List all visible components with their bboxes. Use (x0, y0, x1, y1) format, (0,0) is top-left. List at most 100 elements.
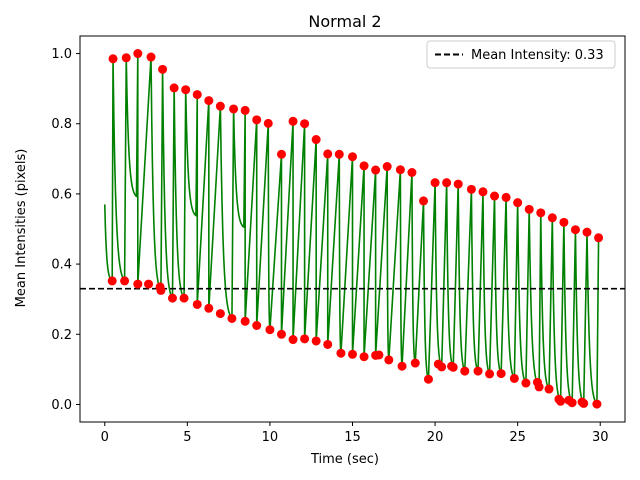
y-tick-label: 1.0 (51, 47, 72, 62)
x-tick-label: 0 (101, 430, 109, 445)
trough-point (374, 350, 384, 360)
trough-point (521, 378, 531, 388)
peak-point (169, 83, 179, 93)
trough-point (592, 399, 602, 409)
peak-point (121, 53, 131, 63)
peak-point (559, 217, 569, 227)
x-tick-label: 5 (183, 430, 191, 445)
chart-title: Normal 2 (308, 12, 381, 31)
legend-label: Mean Intensity: 0.33 (471, 48, 604, 63)
trough-point (410, 358, 420, 368)
trough-point (107, 276, 117, 286)
trough-point (397, 361, 407, 371)
legend: Mean Intensity: 0.33 (426, 40, 616, 69)
x-tick-label: 25 (509, 430, 526, 445)
peak-point (570, 225, 580, 235)
axes: 0 5 10 15 20 25 30 0.0 0.2 0.4 0.6 0.8 1.0 (51, 35, 626, 445)
peak-point (158, 64, 168, 74)
peak-point (547, 213, 557, 223)
trough-point (252, 321, 262, 330)
peak-point (192, 90, 202, 100)
trough-point (384, 355, 394, 365)
trough-point (120, 276, 130, 286)
peak-point (582, 227, 592, 237)
trough-point (485, 369, 495, 379)
x-tick-label: 10 (262, 430, 279, 445)
y-tick-label: 0.2 (51, 328, 72, 343)
peak-point (453, 179, 463, 189)
peak-point (395, 165, 405, 175)
plot-area (80, 49, 625, 409)
x-tick-label: 30 (592, 430, 609, 445)
trough-point (276, 329, 286, 339)
peak-point (407, 168, 417, 178)
peak-point (263, 118, 273, 128)
trough-point (227, 313, 237, 323)
trough-point (509, 373, 519, 383)
trough-point (156, 285, 166, 295)
peak-point (300, 119, 310, 129)
peak-point (334, 149, 344, 159)
y-tick-label: 0.0 (51, 398, 72, 413)
trough-point (300, 334, 310, 344)
trough-point (288, 335, 298, 345)
trough-point (579, 398, 589, 408)
peak-point (181, 85, 191, 95)
trough-point (473, 366, 483, 376)
peak-point (466, 184, 476, 194)
peak-point (323, 149, 333, 159)
trough-point (215, 309, 225, 319)
x-axis-title: Time (sec) (310, 452, 379, 467)
trough-point (179, 293, 189, 303)
trough-point (534, 382, 544, 392)
peak-point (594, 233, 604, 243)
peak-point (108, 54, 118, 64)
trough-point (437, 362, 447, 372)
peak-point (229, 104, 239, 114)
trough-point (544, 384, 554, 394)
trough-point (133, 279, 143, 289)
peak-point (204, 96, 214, 106)
trough-point (192, 299, 202, 309)
peak-point (382, 162, 392, 172)
peak-point (490, 191, 500, 201)
trough-point (423, 374, 433, 384)
trough-point (336, 348, 346, 358)
peak-point (478, 187, 488, 197)
trough-point (167, 293, 177, 303)
peak-point (524, 204, 534, 214)
peak-point (276, 149, 286, 159)
peak-point (215, 101, 225, 111)
peak-point (430, 178, 440, 188)
peak-point (311, 135, 321, 145)
x-tick-label: 20 (427, 430, 444, 445)
y-tick-label: 0.4 (51, 258, 72, 273)
x-tick-label: 15 (344, 430, 361, 445)
peak-point (288, 116, 298, 126)
peak-point (371, 165, 381, 175)
peak-point (513, 198, 523, 208)
trough-point (567, 398, 577, 408)
trough-point (359, 352, 369, 362)
trough-point (448, 362, 458, 372)
peak-point (536, 208, 546, 218)
trough-point (496, 369, 506, 379)
trough-point (323, 339, 333, 349)
trough-point (265, 325, 275, 335)
peak-point (252, 115, 262, 125)
peak-point (348, 152, 357, 162)
trough-point (460, 366, 470, 376)
y-tick-label: 0.6 (51, 187, 72, 202)
y-axis-title: Mean Intensities (pixels) (14, 149, 29, 308)
trough-point (204, 303, 214, 313)
trough-point (240, 316, 250, 326)
peak-point (240, 105, 250, 115)
peak-point (146, 52, 156, 62)
peak-point (133, 49, 143, 59)
trough-point (311, 336, 321, 346)
peak-point (359, 161, 369, 171)
peak-point (419, 196, 429, 206)
